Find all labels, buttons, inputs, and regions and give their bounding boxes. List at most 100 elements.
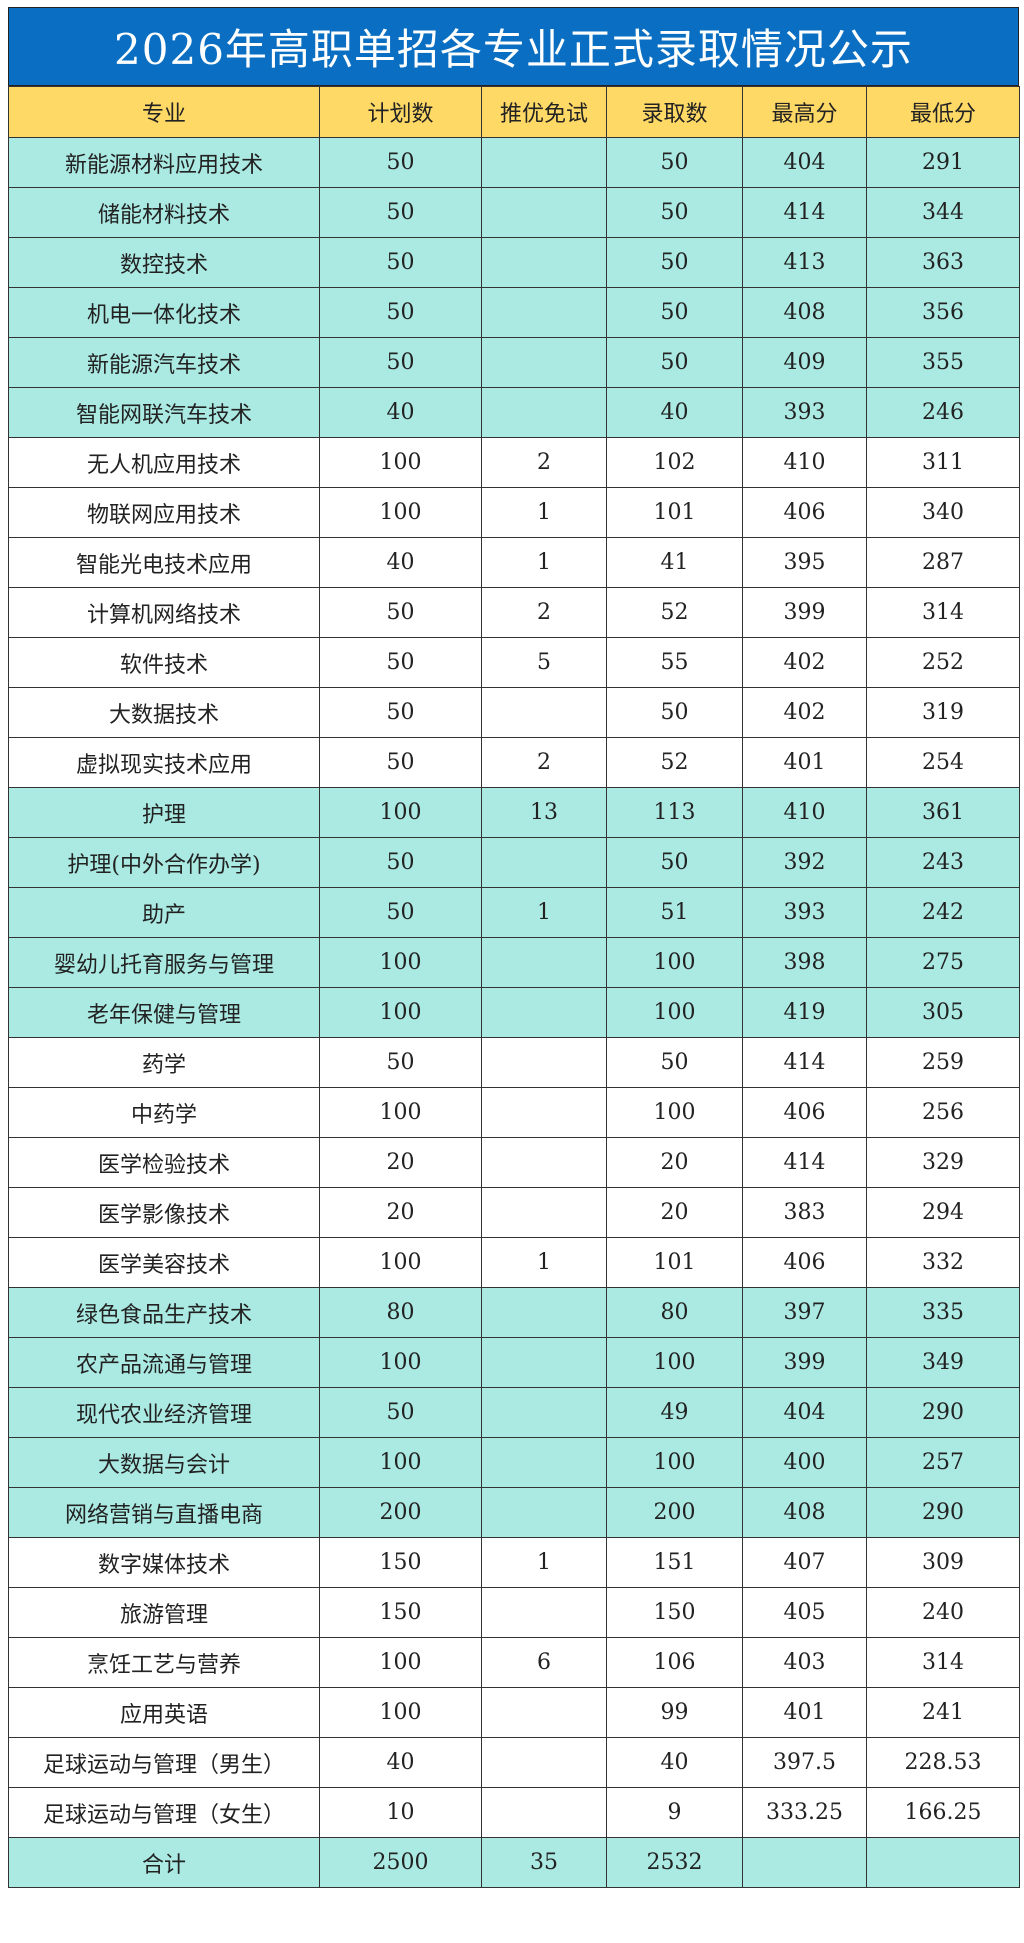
- cell-max-score: 405: [742, 1587, 867, 1638]
- cell-exempt: [481, 1087, 607, 1138]
- cell-admitted: 50: [606, 137, 743, 188]
- cell-exempt: [481, 287, 607, 338]
- table-row: 足球运动与管理（男生） 40 40 397.5 228.53: [8, 1737, 1020, 1788]
- cell-min-score: 290: [866, 1387, 1020, 1438]
- cell-admitted: 40: [606, 1737, 743, 1788]
- header-admitted: 录取数: [606, 86, 743, 138]
- cell-max-score: 393: [742, 887, 867, 938]
- cell-min-score: 332: [866, 1237, 1020, 1288]
- header-row: 专业 计划数 推优免试 录取数 最高分 最低分: [8, 86, 1020, 138]
- cell-exempt: [481, 937, 607, 988]
- cell-exempt: 1: [481, 887, 607, 938]
- cell-major: 应用英语: [8, 1687, 320, 1738]
- cell-plan: 50: [319, 137, 482, 188]
- cell-exempt: 2: [481, 587, 607, 638]
- cell-plan: 100: [319, 1687, 482, 1738]
- cell-admitted: 101: [606, 1237, 743, 1288]
- cell-exempt: [481, 1787, 607, 1838]
- table-row: 计算机网络技术 50 2 52 399 314: [8, 587, 1020, 638]
- cell-exempt: 2: [481, 437, 607, 488]
- cell-admitted: 40: [606, 387, 743, 438]
- admission-table: 专业 计划数 推优免试 录取数 最高分 最低分 新能源材料应用技术 50 50 404…: [8, 86, 1020, 1888]
- table-row: 老年保健与管理 100 100 419 305: [8, 987, 1020, 1038]
- cell-exempt: [481, 1587, 607, 1638]
- cell-plan: 100: [319, 1637, 482, 1688]
- cell-min-score: 361: [866, 787, 1020, 838]
- cell-plan: 100: [319, 487, 482, 538]
- cell-exempt: [481, 387, 607, 438]
- cell-admitted: 50: [606, 1037, 743, 1088]
- cell-plan: 150: [319, 1587, 482, 1638]
- cell-admitted: 102: [606, 437, 743, 488]
- cell-admitted: 100: [606, 1087, 743, 1138]
- table-row: 烹饪工艺与营养 100 6 106 403 314: [8, 1637, 1020, 1688]
- cell-max-score: 410: [742, 437, 867, 488]
- cell-major: 智能光电技术应用: [8, 537, 320, 588]
- cell-min-score: 166.25: [866, 1787, 1020, 1838]
- cell-max-score: 404: [742, 137, 867, 188]
- cell-max-score: 406: [742, 1237, 867, 1288]
- cell-min-score: 275: [866, 937, 1020, 988]
- cell-exempt: [481, 1737, 607, 1788]
- cell-min-score: 335: [866, 1287, 1020, 1338]
- cell-plan: 50: [319, 837, 482, 888]
- cell-major: 大数据与会计: [8, 1437, 320, 1488]
- cell-plan: 20: [319, 1137, 482, 1188]
- cell-admitted: 49: [606, 1387, 743, 1438]
- cell-min-score: 246: [866, 387, 1020, 438]
- cell-max-score: 393: [742, 387, 867, 438]
- cell-admitted: 113: [606, 787, 743, 838]
- cell-plan: 50: [319, 337, 482, 388]
- cell-admitted: 100: [606, 1337, 743, 1388]
- cell-max-score: 406: [742, 1087, 867, 1138]
- cell-major: 合计: [8, 1837, 320, 1888]
- cell-min-score: 259: [866, 1037, 1020, 1088]
- cell-major: 助产: [8, 887, 320, 938]
- cell-min-score: 254: [866, 737, 1020, 788]
- total-row: 合计 2500 35 2532: [8, 1837, 1020, 1888]
- cell-max-score: 410: [742, 787, 867, 838]
- table-row: 护理(中外合作办学) 50 50 392 243: [8, 837, 1020, 888]
- cell-min-score: 314: [866, 587, 1020, 638]
- cell-min-score: 242: [866, 887, 1020, 938]
- table-row: 无人机应用技术 100 2 102 410 311: [8, 437, 1020, 488]
- cell-admitted: 50: [606, 237, 743, 288]
- cell-plan: 20: [319, 1187, 482, 1238]
- cell-major: 无人机应用技术: [8, 437, 320, 488]
- cell-exempt: 5: [481, 637, 607, 688]
- cell-admitted: 50: [606, 837, 743, 888]
- cell-max-score: 419: [742, 987, 867, 1038]
- cell-exempt: [481, 337, 607, 388]
- cell-max-score: 395: [742, 537, 867, 588]
- cell-max-score: 402: [742, 687, 867, 738]
- cell-major: 足球运动与管理（男生）: [8, 1737, 320, 1788]
- cell-plan: 150: [319, 1537, 482, 1588]
- cell-max-score: 401: [742, 737, 867, 788]
- cell-plan: 40: [319, 387, 482, 438]
- cell-plan: 100: [319, 1237, 482, 1288]
- cell-admitted: 52: [606, 737, 743, 788]
- cell-min-score: 363: [866, 237, 1020, 288]
- cell-major: 绿色食品生产技术: [8, 1287, 320, 1338]
- cell-admitted: 99: [606, 1687, 743, 1738]
- cell-exempt: 1: [481, 1237, 607, 1288]
- cell-max-score: 403: [742, 1637, 867, 1688]
- cell-major: 医学美容技术: [8, 1237, 320, 1288]
- table-row: 网络营销与直播电商 200 200 408 290: [8, 1487, 1020, 1538]
- cell-max-score: 402: [742, 637, 867, 688]
- cell-plan: 100: [319, 1437, 482, 1488]
- table-row: 药学 50 50 414 259: [8, 1037, 1020, 1088]
- cell-exempt: [481, 687, 607, 738]
- header-max-score: 最高分: [742, 86, 867, 138]
- cell-exempt: 2: [481, 737, 607, 788]
- cell-max-score: 401: [742, 1687, 867, 1738]
- cell-major: 农产品流通与管理: [8, 1337, 320, 1388]
- cell-min-score: 240: [866, 1587, 1020, 1638]
- cell-min-score: 256: [866, 1087, 1020, 1138]
- cell-admitted: 106: [606, 1637, 743, 1688]
- cell-exempt: [481, 1287, 607, 1338]
- cell-major: 护理(中外合作办学): [8, 837, 320, 888]
- cell-exempt: [481, 137, 607, 188]
- cell-plan: 100: [319, 437, 482, 488]
- cell-exempt: [481, 1487, 607, 1538]
